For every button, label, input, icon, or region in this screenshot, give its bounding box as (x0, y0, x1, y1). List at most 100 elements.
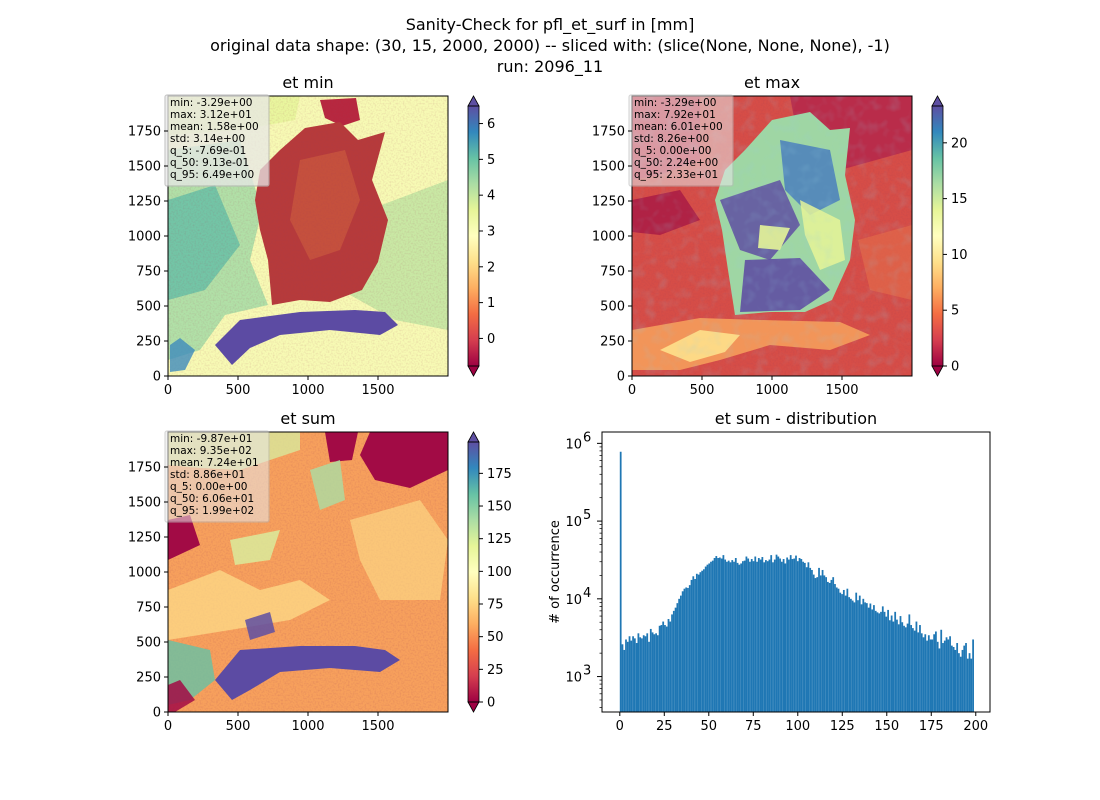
stat-line: mean: 1.58e+00 (170, 121, 259, 133)
stat-line: max: 3.12e+01 (170, 109, 252, 121)
histogram-bar (963, 645, 966, 712)
histogram-bar (724, 559, 727, 712)
histogram-bar (947, 639, 950, 712)
x-tick-label: 500 (226, 719, 251, 734)
histogram-bar (802, 561, 804, 712)
colorbar-tick-label: 125 (487, 532, 512, 547)
histogram-bar (949, 636, 951, 712)
histogram-bar (658, 625, 661, 712)
histogram-bar (959, 656, 962, 712)
histogram-bar (680, 595, 682, 712)
histogram-bar (775, 554, 778, 712)
histogram-bar (940, 629, 943, 712)
histogram-bar (656, 635, 659, 712)
colorbar-tick-label: 15 (951, 192, 968, 207)
histogram-bar (786, 557, 789, 712)
x-tick-label: 200 (963, 719, 988, 734)
stat-line: mean: 6.01e+00 (634, 121, 723, 133)
histogram-bar (772, 562, 774, 712)
colorbar-gradient (932, 106, 943, 366)
colorbar-tick-label: 25 (487, 663, 504, 678)
x-tick-label: 0 (616, 719, 624, 734)
histogram-bar (864, 602, 866, 712)
x-tick-label: 1500 (825, 383, 858, 398)
histogram-bar (738, 564, 741, 712)
colorbar-frame (467, 105, 480, 367)
histogram-bar (920, 633, 923, 712)
histogram-bar (961, 649, 964, 712)
x-tick-label: 0 (164, 383, 172, 398)
colorbar-tick-label: 20 (951, 136, 968, 151)
stat-line: q_5: -7.69e-01 (170, 145, 246, 157)
histogram-bar (788, 559, 790, 712)
histogram-bar (740, 563, 742, 712)
y-tick-label: 1750 (592, 125, 625, 140)
histogram-bar (660, 625, 663, 712)
histogram-bar (687, 587, 689, 712)
histogram-bar (642, 635, 645, 712)
histogram-bar (780, 561, 783, 712)
y-tick-label: 10 (565, 515, 582, 530)
colorbar-gradient (468, 442, 479, 702)
histogram-bar (648, 641, 650, 712)
colorbar-tick-label: 0 (487, 696, 495, 711)
histogram-bar (626, 641, 629, 712)
histogram-bar (703, 569, 705, 712)
x-axis-et-min: 0 500 1000 1500 (164, 376, 395, 398)
histogram-bar (878, 613, 881, 712)
histogram-bar (890, 615, 893, 712)
histogram-bar (968, 653, 971, 712)
histogram-bar (694, 578, 696, 712)
y-axis-et-min: 0 250 500 750 1000 1250 1500 1750 (128, 125, 168, 385)
stat-line: max: 7.92e+01 (634, 109, 716, 121)
figure-title-line-3: run: 2096_11 (497, 57, 603, 77)
histogram-bar (917, 632, 920, 712)
y-tick-label: 10 (565, 593, 582, 608)
histogram-bar (635, 643, 638, 712)
histogram-bar (970, 658, 973, 712)
histogram-bar (809, 567, 812, 712)
figure-title-line-2: original data shape: (30, 15, 2000, 2000… (210, 36, 890, 55)
histogram-bar (690, 579, 693, 712)
histogram-bar (754, 556, 757, 712)
histogram-bar (853, 602, 856, 712)
panel-title-et-min: et min (282, 73, 333, 92)
colorbar-tick-label: 5 (951, 304, 959, 319)
histogram-bar (630, 640, 633, 712)
histogram-bar (904, 627, 907, 712)
histogram-bar (819, 575, 822, 712)
histogram-bar (873, 605, 875, 712)
y-axis-et-sum: 0 250 500 750 1000 1250 1500 1750 (128, 461, 168, 721)
histogram-bar (726, 561, 728, 712)
histogram-bar (766, 561, 769, 712)
histogram-bar (956, 643, 959, 712)
histogram-bar (903, 625, 905, 712)
histogram-bar (896, 619, 898, 712)
histogram-ylabel: # of occurrence (548, 520, 563, 624)
stat-line: q_95: 1.99e+02 (170, 505, 254, 517)
x-tick-label: 1000 (755, 383, 788, 398)
figure-title-line-1: Sanity-Check for pfl_et_surf in [mm] (406, 15, 695, 35)
histogram-bar (926, 640, 928, 712)
histogram-bar (919, 625, 921, 712)
histogram-bar (706, 564, 709, 712)
stat-line: q_5: 0.00e+00 (170, 481, 247, 493)
histogram-bar (692, 576, 695, 712)
histogram-bar (931, 639, 934, 712)
colorbar-tick-label: 3 (487, 224, 495, 239)
histogram-bar (887, 609, 889, 712)
histogram-bar (711, 560, 714, 712)
x-tick-label: 125 (830, 719, 855, 734)
histogram-bar (935, 631, 937, 712)
histogram-bar (874, 610, 877, 712)
histogram-bar (972, 639, 974, 712)
colorbar-tick-label: 2 (487, 260, 495, 275)
histogram-bars (619, 451, 974, 712)
x-tick-label: 500 (226, 383, 251, 398)
colorbar-tick-label: 4 (487, 189, 495, 204)
histogram-bar (922, 637, 925, 712)
panel-et-sum-distribution: et sum - distribution 0 25 50 75 100 125 150 17… (548, 409, 991, 734)
histogram-bar (747, 558, 750, 712)
